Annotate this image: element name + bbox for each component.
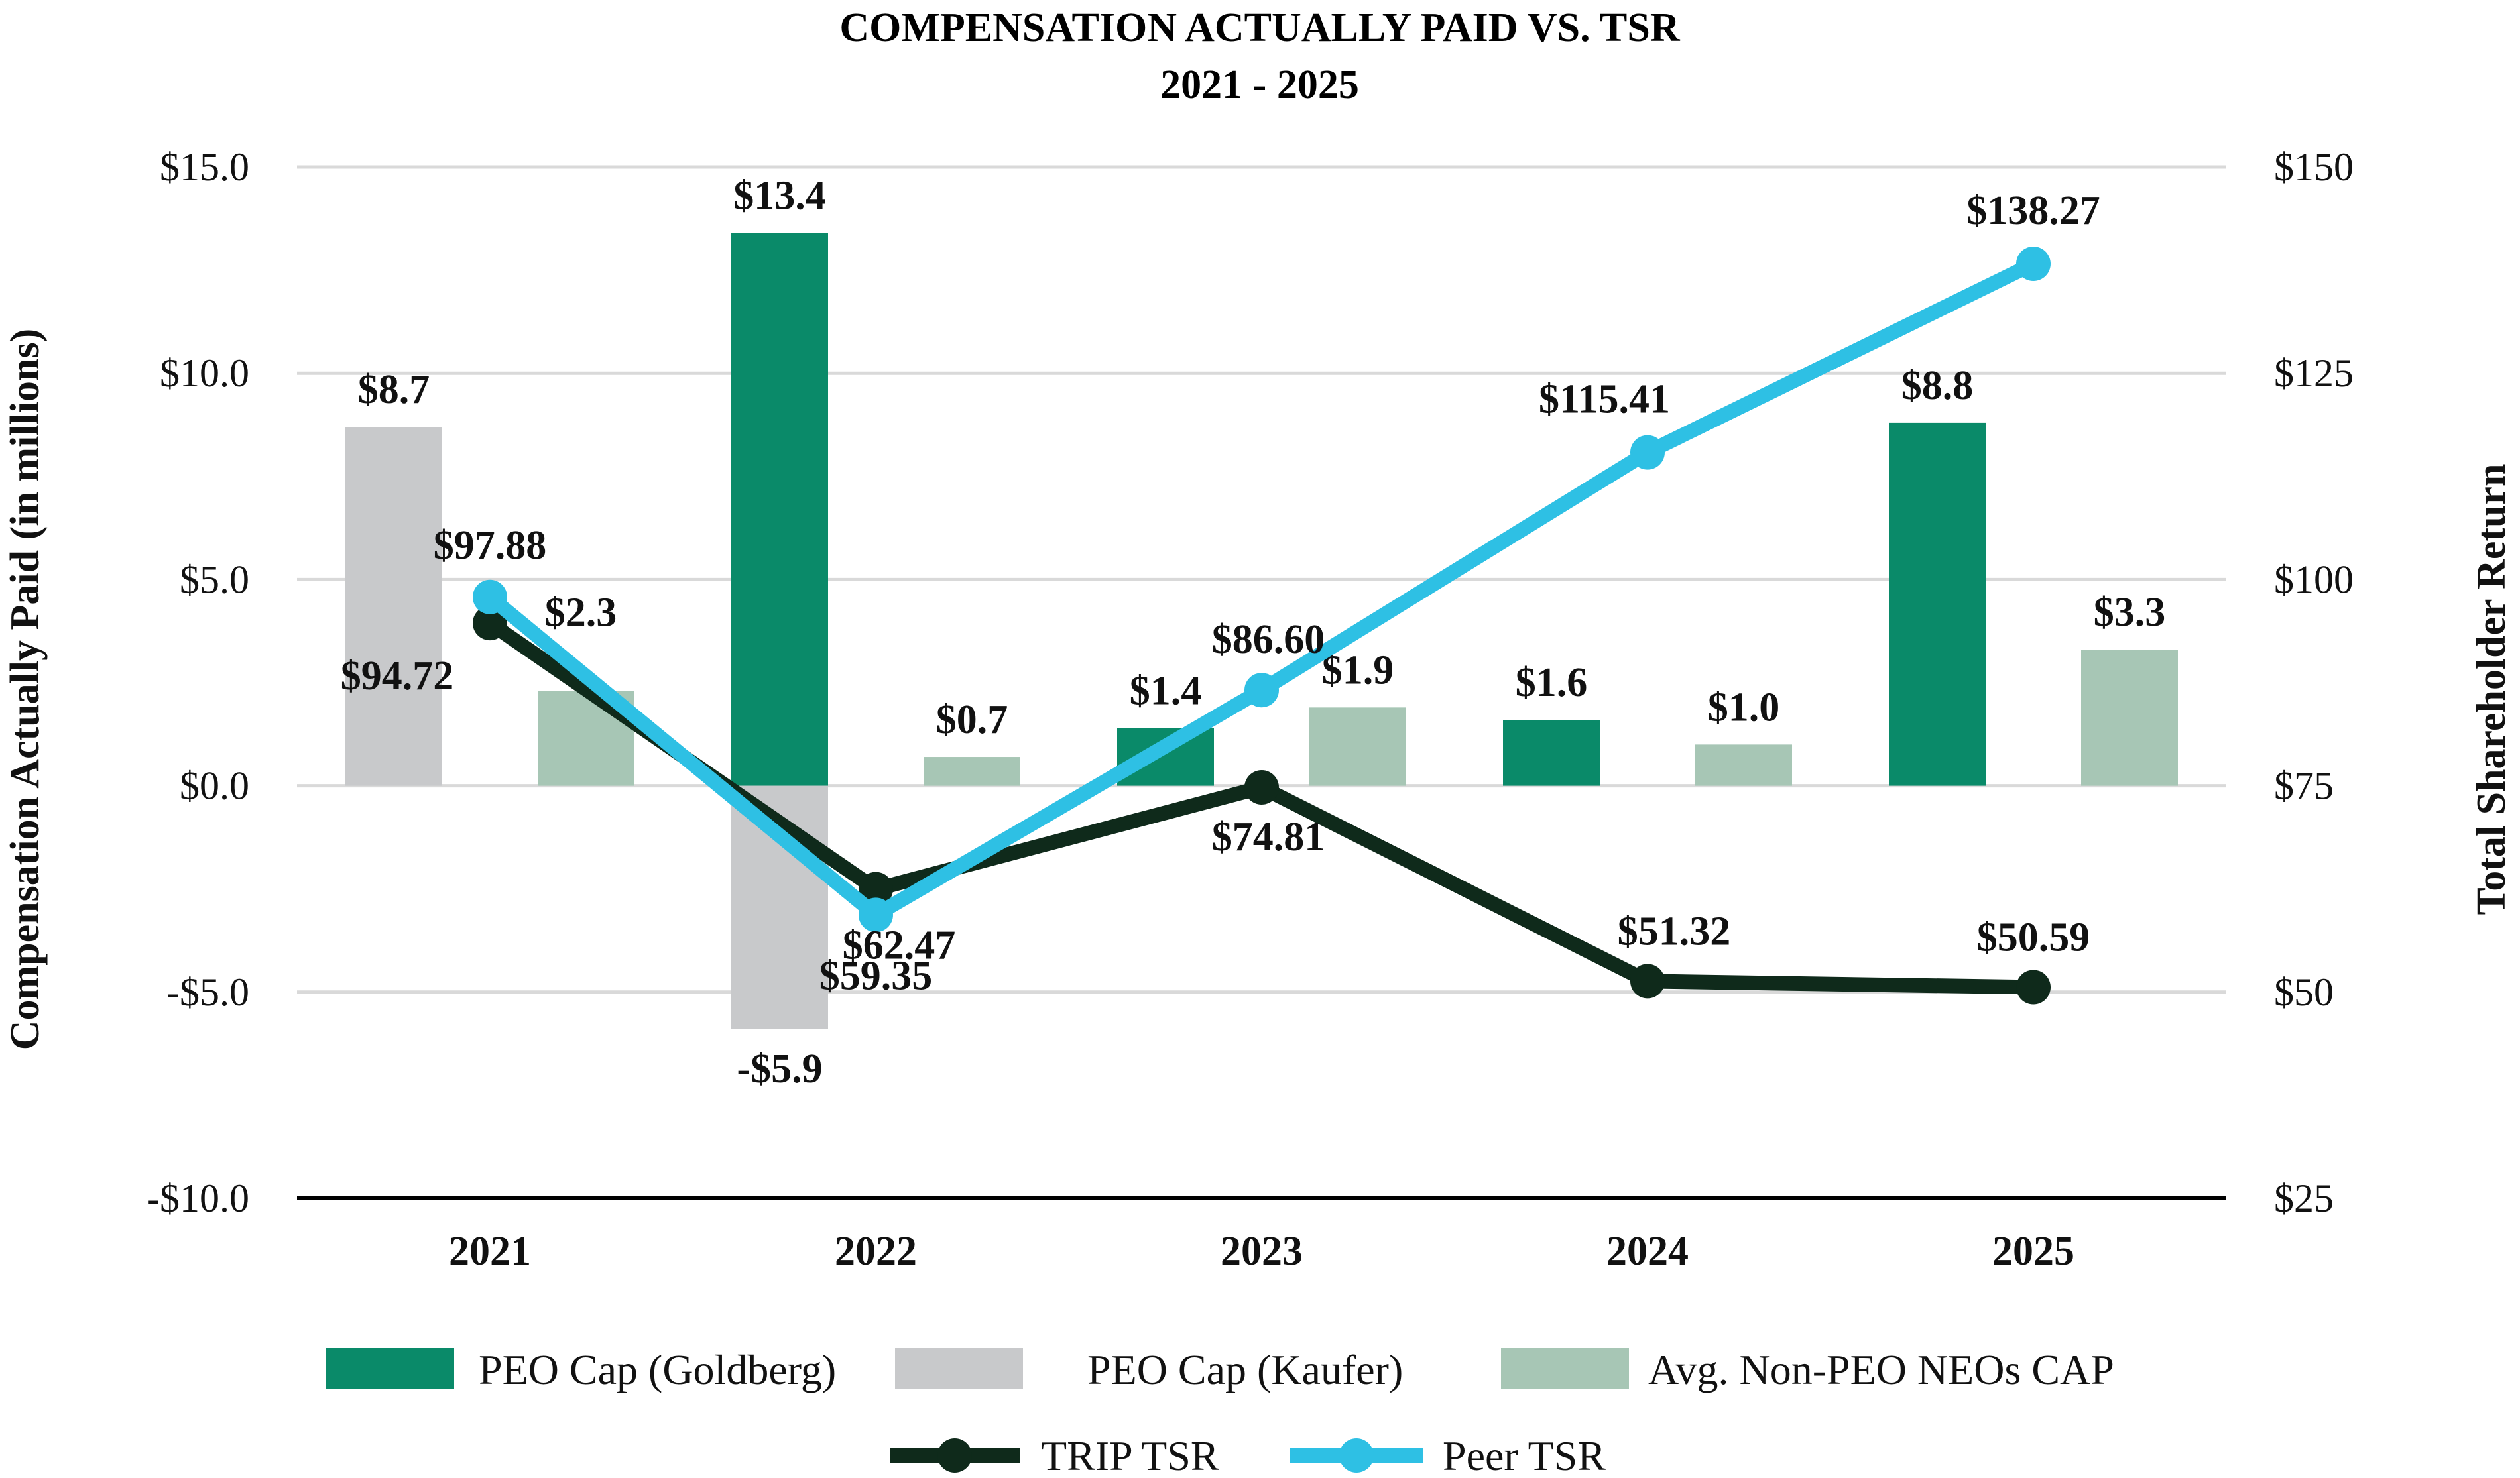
- category-label-2025: 2025: [1992, 1229, 2074, 1274]
- legend-label: PEO Cap (Goldberg): [479, 1346, 836, 1393]
- bar-data-label: -$5.9: [737, 1047, 822, 1092]
- point-peer-tsr-2023: [1244, 673, 1279, 708]
- legend-marker: [1339, 1438, 1374, 1473]
- bar-peo-cap-goldberg--2023: [1117, 728, 1214, 786]
- point-peer-tsr-2021: [473, 579, 507, 614]
- chart-title: COMPENSATION ACTUALLY PAID VS. TSR: [839, 5, 1680, 50]
- legend-label: PEO Cap (Kaufer): [1087, 1346, 1403, 1393]
- line-data-label: $50.59: [1977, 915, 2090, 960]
- line-data-label: $97.88: [434, 523, 547, 568]
- bar-data-label: $1.6: [1516, 660, 1588, 705]
- bar-data-label: $1.9: [1322, 648, 1394, 693]
- point-peer-tsr-2024: [1630, 435, 1665, 470]
- legend-marker: [937, 1438, 972, 1473]
- legend-swatch: [326, 1348, 454, 1389]
- right-tick-label: $150: [2274, 145, 2354, 189]
- bar-avg-non-peo-neos-cap-2025: [2081, 650, 2178, 786]
- line-data-label: $51.32: [1618, 909, 1731, 954]
- bar-data-label: $2.3: [545, 590, 617, 635]
- right-tick-label: $25: [2274, 1176, 2334, 1220]
- left-axis-ticks: $15.0 $10.0 $5.0 $0.0 -$5.0 -$10.0: [147, 145, 249, 1220]
- point-peer-tsr-2025: [2016, 247, 2051, 282]
- left-tick-label: $10.0: [160, 351, 249, 395]
- line-data-label: $138.27: [1966, 188, 2100, 233]
- line-data-label: $115.41: [1539, 377, 1670, 422]
- left-tick-label: $15.0: [160, 145, 249, 189]
- category-label-2022: 2022: [835, 1229, 917, 1274]
- bar-data-label: $8.8: [1901, 363, 1974, 408]
- category-label-2024: 2024: [1606, 1229, 1689, 1274]
- legend-label: Avg. Non-PEO NEOs CAP: [1648, 1346, 2114, 1393]
- right-axis-title: Total Shareholder Return: [2469, 464, 2514, 915]
- bar-peo-cap-goldberg--2022: [731, 233, 828, 786]
- bar-data-label: $8.7: [358, 367, 430, 412]
- line-data-label: $59.35: [819, 953, 933, 998]
- bar-peo-cap-kaufer--2021: [345, 427, 442, 786]
- category-label-2023: 2023: [1221, 1229, 1303, 1274]
- point-trip-tsr-2024: [1630, 964, 1665, 999]
- point-trip-tsr-2025: [2016, 970, 2051, 1005]
- legend-label: Peer TSR: [1443, 1432, 1606, 1478]
- right-tick-label: $100: [2274, 557, 2354, 601]
- bar-data-label: $3.3: [2094, 590, 2166, 635]
- legend-swatch: [895, 1348, 1023, 1389]
- lines: [473, 247, 2051, 1005]
- line-data-label: $86.60: [1212, 617, 1325, 662]
- bar-data-label: $0.7: [936, 697, 1008, 742]
- left-tick-label: -$5.0: [166, 970, 249, 1014]
- bar-avg-non-peo-neos-cap-2023: [1309, 707, 1406, 786]
- bar-labels: $13.4 $1.4 $1.6 $8.8 $8.7 -$5.9 $2.3 $0.7 $1.9 $1…: [358, 174, 2166, 1092]
- bar-data-label: $13.4: [733, 174, 826, 219]
- bars: [345, 233, 2178, 1029]
- bar-data-label: $1.4: [1130, 668, 1202, 713]
- bar-peo-cap-goldberg--2025: [1889, 422, 1986, 786]
- legend: PEO Cap (Goldberg) PEO Cap (Kaufer) Avg. N…: [326, 1346, 2114, 1478]
- category-labels: 2021 2022 2023 2024 2025: [449, 1229, 2074, 1274]
- category-label-2021: 2021: [449, 1229, 531, 1274]
- right-tick-label: $50: [2274, 970, 2334, 1014]
- legend-label: TRIP TSR: [1041, 1432, 1219, 1478]
- line-data-label: $62.47: [843, 923, 956, 968]
- bar-data-label: $1.0: [1708, 685, 1780, 730]
- chart-subtitle: 2021 - 2025: [1160, 62, 1359, 107]
- left-axis-title: Compensation Actually Paid (in millions): [3, 329, 48, 1051]
- right-tick-label: $75: [2274, 764, 2334, 808]
- left-tick-label: $0.0: [180, 764, 249, 808]
- right-axis-ticks: $150 $125 $100 $75 $50 $25: [2274, 145, 2354, 1220]
- right-tick-label: $125: [2274, 351, 2354, 395]
- point-trip-tsr-2021: [473, 606, 507, 641]
- bar-avg-non-peo-neos-cap-2022: [924, 757, 1020, 786]
- point-peer-tsr-2022: [859, 897, 893, 933]
- point-trip-tsr-2022: [859, 872, 893, 907]
- bar-avg-non-peo-neos-cap-2024: [1695, 744, 1792, 786]
- legend-swatch: [1501, 1348, 1629, 1389]
- left-tick-label: -$10.0: [147, 1176, 249, 1220]
- line-data-label: $74.81: [1212, 815, 1325, 860]
- bar-peo-cap-goldberg--2024: [1503, 720, 1600, 786]
- left-tick-label: $5.0: [180, 557, 249, 601]
- line-labels: $94.72 $62.47 $74.81 $51.32 $50.59 $97.88 $59.…: [341, 188, 2100, 998]
- point-trip-tsr-2023: [1244, 769, 1279, 805]
- line-data-label: $94.72: [341, 654, 454, 699]
